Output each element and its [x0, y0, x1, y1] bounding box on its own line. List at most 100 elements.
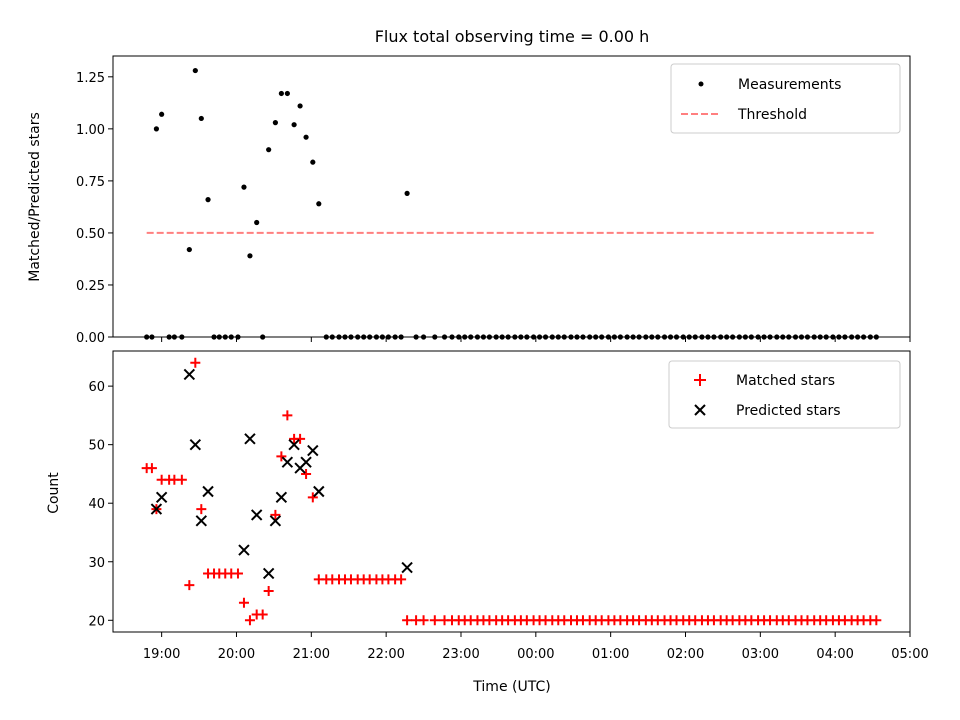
measurement-point	[468, 334, 474, 340]
predicted-star-point	[183, 368, 196, 381]
measurement-point	[680, 334, 686, 340]
measurement-point	[159, 111, 165, 117]
measurement-point	[241, 184, 247, 190]
measurement-point	[518, 334, 524, 340]
measurement-point	[830, 334, 836, 340]
measurement-point	[291, 122, 297, 128]
measurement-point	[855, 334, 861, 340]
legend-threshold-label: Threshold	[737, 107, 807, 123]
predicted-star-point	[262, 567, 275, 580]
measurement-point	[568, 334, 574, 340]
matched-star-point	[270, 509, 281, 520]
top-ytick-label: 1.00	[76, 123, 105, 138]
matched-star-point	[263, 586, 274, 597]
matched-star-point	[282, 410, 293, 421]
predicted-star-point	[307, 444, 319, 457]
measurement-point	[456, 334, 462, 340]
measurement-point	[555, 334, 561, 340]
measurement-point	[179, 334, 185, 340]
bottom-ytick-label: 60	[88, 380, 105, 395]
measurement-point	[186, 246, 192, 253]
measurement-point	[462, 334, 468, 340]
measurement-point	[260, 334, 266, 340]
xtick-label: 20:00	[218, 647, 255, 662]
measurement-point	[211, 334, 217, 340]
bottom-ytick-label: 30	[88, 556, 105, 571]
measurement-point	[661, 334, 668, 340]
measurement-point	[549, 334, 555, 340]
measurement-point	[329, 334, 335, 340]
measurement-point	[873, 334, 879, 340]
matched-star-point	[871, 615, 882, 626]
predicted-star-point	[300, 456, 312, 468]
xtick-label: 19:00	[143, 647, 180, 662]
predicted-star-point	[195, 515, 208, 527]
bottom-legend-box	[668, 360, 901, 429]
matched-star-point	[429, 615, 440, 626]
measurement-point	[599, 334, 605, 340]
measurement-point	[198, 115, 204, 122]
measurement-point	[774, 334, 780, 340]
measurement-point	[486, 334, 493, 340]
measurement-point	[441, 334, 448, 340]
matched-star-point	[184, 580, 195, 591]
matched-star-point	[196, 504, 207, 515]
top-y-axis-label: Matched/Predicted stars	[27, 112, 43, 282]
xtick-label: 02:00	[667, 647, 704, 662]
matched-star-point	[232, 568, 243, 579]
measurement-point	[636, 334, 642, 340]
measurement-point	[849, 334, 855, 340]
measurement-point	[643, 334, 649, 340]
measurement-point	[530, 334, 537, 340]
matched-star-point	[176, 474, 187, 485]
measurement-point	[171, 334, 177, 340]
xtick-label: 01:00	[592, 647, 629, 662]
measurement-point	[593, 334, 599, 340]
measurement-point	[392, 334, 398, 340]
measurement-point	[342, 334, 348, 340]
measurement-point	[449, 334, 455, 340]
measurement-point	[316, 201, 322, 207]
measurement-point	[542, 334, 549, 340]
predicted-star-point	[275, 491, 288, 504]
top-ytick-label: 1.25	[76, 71, 105, 86]
predicted-star-point	[155, 491, 168, 504]
measurement-point	[811, 334, 817, 340]
legend-matched-marker	[694, 374, 706, 386]
measurement-point	[630, 334, 636, 340]
measurement-point	[404, 190, 410, 196]
measurement-point	[842, 334, 848, 340]
measurement-point	[804, 334, 811, 340]
measurement-point	[297, 103, 303, 109]
measurement-point	[836, 334, 842, 340]
predicted-star-point	[202, 485, 214, 498]
top-ytick-label: 0.75	[76, 175, 105, 190]
matched-star-point	[418, 615, 429, 626]
bottom-ytick-label: 40	[88, 497, 105, 512]
measurement-point	[617, 334, 623, 340]
legend-measurements-marker	[698, 81, 704, 87]
measurement-point	[730, 334, 736, 340]
measurement-point	[673, 334, 680, 340]
measurement-point	[355, 334, 361, 340]
measurement-point	[413, 334, 419, 340]
measurement-point	[655, 334, 661, 340]
measurement-point	[524, 334, 530, 340]
bottom-y-axis-label: Count	[46, 472, 62, 514]
measurement-point	[711, 334, 717, 340]
measurement-point	[780, 334, 786, 340]
top-legend-box	[670, 63, 901, 134]
measurement-point	[505, 334, 511, 340]
xtick-label: 00:00	[517, 647, 554, 662]
measurement-point	[536, 334, 543, 340]
matched-star-point	[295, 433, 306, 444]
measurement-point	[580, 334, 586, 340]
matched-star-point	[307, 492, 318, 503]
measurement-point	[166, 334, 172, 340]
measurement-point	[228, 334, 234, 340]
top-ytick-label: 0.50	[76, 227, 105, 242]
measurement-point	[266, 147, 272, 153]
measurement-point	[348, 334, 354, 340]
measurement-point	[222, 334, 228, 340]
